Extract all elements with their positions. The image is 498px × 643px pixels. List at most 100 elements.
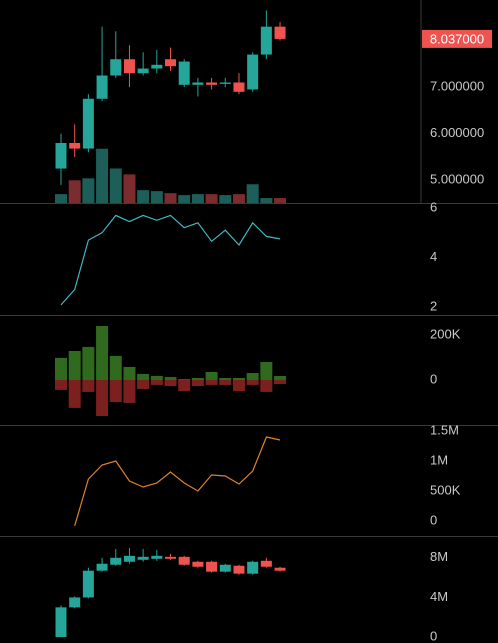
volume-bar: [205, 194, 218, 203]
volume-bar: [219, 195, 232, 203]
histogram-bar: [191, 377, 204, 380]
candle-body: [233, 565, 245, 574]
y-tick-label: 7.000000: [430, 79, 484, 94]
histogram-bar: [55, 380, 67, 390]
candle-body: [55, 607, 67, 638]
volume-bar: [246, 184, 259, 203]
histogram-bar: [232, 377, 245, 380]
histogram-bar: [205, 380, 218, 385]
candle-body: [96, 75, 108, 99]
candle-body: [274, 26, 286, 39]
histogram-bar: [178, 380, 191, 392]
histogram-bar: [164, 380, 177, 387]
histogram-bar: [246, 380, 259, 385]
histogram-bar: [109, 380, 122, 403]
histogram-bar: [109, 355, 122, 380]
candle-body: [82, 98, 94, 149]
y-tick-label: 500K: [430, 482, 461, 497]
y-tick-label: 8M: [430, 549, 448, 564]
histogram-bar: [137, 380, 150, 389]
candle-body: [69, 597, 81, 608]
candle-body: [137, 68, 149, 74]
y-tick-label: 2: [430, 298, 437, 313]
volume-bar: [137, 190, 150, 203]
y-tick-label: 0: [430, 512, 437, 527]
volume-bar: [96, 148, 109, 203]
candle-body: [151, 555, 163, 559]
indicator-line: [60, 214, 281, 306]
histogram-bar: [96, 326, 109, 380]
y-tick-label: 5.000000: [430, 172, 484, 187]
candle-body: [69, 142, 81, 149]
candle-body: [260, 26, 272, 55]
candle-body: [165, 556, 177, 559]
histogram-bar: [137, 373, 150, 380]
histogram-bar: [68, 380, 81, 408]
histogram-bar: [260, 362, 273, 380]
histogram-bar: [232, 380, 245, 392]
histogram-bar: [260, 380, 273, 392]
histogram-bar: [274, 380, 287, 385]
candle-body: [192, 82, 204, 85]
candle-body: [110, 59, 122, 76]
candle-body: [206, 561, 218, 572]
indicator-line: [74, 436, 281, 526]
candle-body: [178, 61, 190, 85]
histogram-bar: [219, 380, 232, 385]
candle-body: [151, 64, 163, 69]
candle-body: [206, 82, 218, 85]
volume-bar: [232, 194, 245, 203]
last-price-box: [422, 29, 492, 48]
candle-body: [123, 555, 135, 562]
histogram-bar: [123, 380, 136, 403]
candle-body: [82, 570, 94, 598]
histogram-bar: [82, 346, 95, 380]
candle-body: [178, 556, 190, 565]
histogram-bar: [55, 357, 67, 380]
last-price-label: 8.037000: [430, 31, 484, 46]
candle-body: [260, 560, 272, 567]
candle-body: [165, 59, 177, 67]
volume-bar: [55, 194, 67, 203]
volume-bar: [68, 180, 81, 203]
histogram-bar: [274, 375, 287, 380]
histogram-bar: [150, 380, 163, 385]
volume-bar: [164, 193, 177, 203]
candle-body: [110, 557, 122, 565]
histogram-bar: [191, 380, 204, 387]
histogram-bar: [164, 377, 177, 380]
candle-body: [123, 59, 135, 74]
histogram-bar: [205, 371, 218, 380]
y-tick-label: 6: [430, 199, 437, 214]
volume-bar: [260, 198, 273, 203]
candle-body: [137, 556, 149, 560]
histogram-bar: [150, 375, 163, 380]
histogram-bar: [219, 377, 232, 380]
y-tick-label: 200K: [430, 326, 461, 341]
y-tick-label: 4: [430, 249, 437, 264]
y-tick-label: 1.5M: [430, 422, 459, 437]
y-tick-label: 0: [430, 371, 437, 386]
y-tick-label: 1M: [430, 452, 448, 467]
candle-body: [219, 82, 231, 84]
candle-body: [247, 54, 259, 90]
histogram-bar: [123, 366, 136, 380]
volume-bar: [191, 194, 204, 203]
histogram-bar: [68, 350, 81, 380]
histogram-bar: [178, 379, 191, 380]
candle-body: [274, 567, 286, 571]
candle-body: [219, 564, 231, 572]
volume-bar: [123, 174, 136, 203]
y-tick-label: 4M: [430, 589, 448, 604]
volume-bar: [150, 191, 163, 203]
candle-body: [96, 563, 108, 571]
volume-bar: [178, 195, 191, 203]
volume-bar: [274, 198, 287, 203]
histogram-bar: [246, 373, 259, 380]
volume-bar: [82, 178, 95, 203]
volume-bar: [109, 168, 122, 203]
candle-body: [192, 561, 204, 567]
candle-body: [55, 142, 67, 169]
y-tick-label: 0: [430, 628, 437, 643]
